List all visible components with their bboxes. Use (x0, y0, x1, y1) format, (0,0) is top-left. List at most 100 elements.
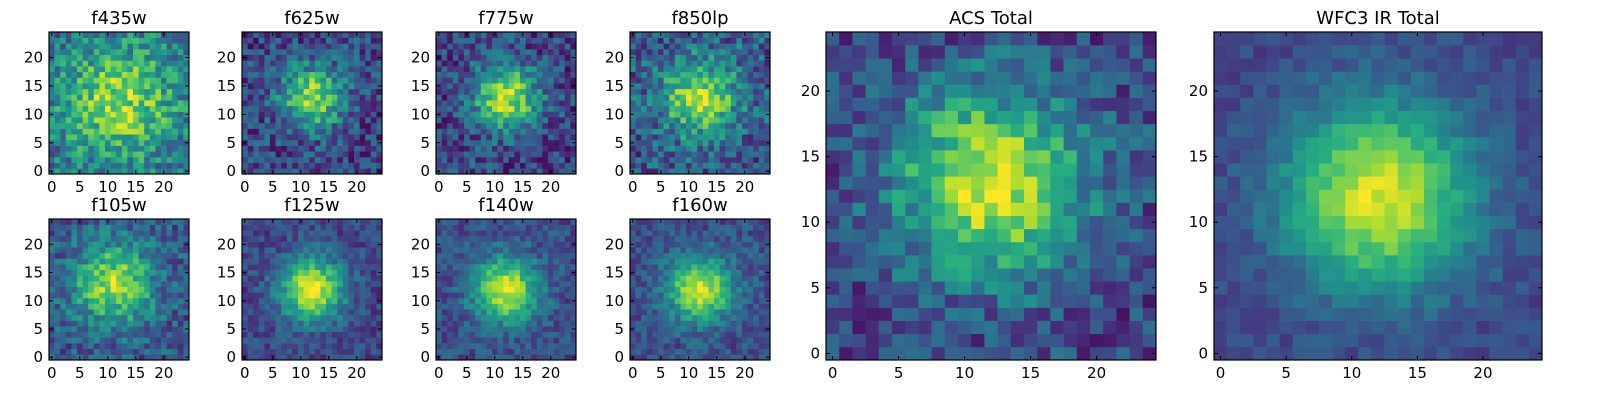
heatmap-cell (1063, 110, 1078, 125)
heatmap-cell (492, 117, 498, 124)
heatmap-cell (892, 32, 906, 46)
heatmap-cell (365, 326, 372, 333)
heatmap-cell (984, 346, 998, 361)
heatmap-cell (730, 111, 737, 118)
heatmap-cell (144, 241, 151, 248)
heatmap-cell (121, 348, 128, 355)
axis-frame-f105w (48, 218, 190, 361)
heatmap-cell (658, 83, 664, 90)
heatmap-cell (183, 309, 190, 316)
heatmap-cell (253, 134, 260, 141)
heatmap-cell (458, 117, 465, 124)
heatmap-cell (971, 58, 985, 72)
heatmap-cell (258, 286, 265, 293)
heatmap-cell (99, 49, 106, 56)
heatmap-cell (177, 43, 184, 50)
heatmap-cell (149, 297, 156, 304)
heatmap-cell (652, 66, 659, 73)
heatmap-cell (1076, 346, 1091, 361)
heatmap-cell (1010, 294, 1025, 308)
heatmap-cell (71, 354, 78, 361)
heatmap-cell (370, 331, 377, 338)
heatmap-cell (286, 151, 293, 158)
heatmap-cell (736, 128, 743, 135)
heatmap-cell (281, 111, 288, 118)
heatmap-cell (536, 83, 543, 90)
heatmap-cell (1116, 84, 1130, 98)
heatmap-cell (553, 286, 560, 293)
heatmap-cell (852, 215, 866, 230)
heatmap-cell (520, 151, 526, 158)
heatmap-cell (559, 88, 566, 95)
heatmap-cell (905, 255, 919, 269)
heatmap-cell (635, 32, 642, 38)
heatmap-cell (281, 219, 288, 225)
heatmap-cell (342, 309, 349, 316)
heatmap-cell (464, 117, 470, 124)
heatmap-cell (105, 252, 111, 259)
heatmap-cell (71, 292, 78, 299)
heatmap-cell (514, 314, 521, 321)
heatmap-cell (370, 320, 377, 327)
heatmap-cell (65, 297, 72, 304)
heatmap-cell (663, 156, 670, 163)
heatmap-cell (635, 168, 642, 175)
heatmap-cell (492, 43, 498, 50)
heatmap-cell (270, 252, 276, 259)
heatmap-cell (242, 37, 248, 44)
heatmap-cell (247, 37, 254, 44)
heatmap-cell (105, 162, 111, 169)
heatmap-cell (331, 337, 338, 344)
heatmap-cell (475, 145, 482, 152)
heatmap-cell (303, 94, 310, 101)
heatmap-cell (292, 258, 299, 265)
heatmap-cell (452, 49, 459, 56)
heatmap-cell (542, 139, 549, 146)
heatmap-cell (503, 60, 510, 67)
heatmap-cell (298, 88, 304, 95)
heatmap-cell (1129, 255, 1144, 269)
heatmap-cell (635, 122, 642, 129)
heatmap-cell (691, 66, 698, 73)
heatmap-cell (155, 219, 162, 225)
heatmap-cell (520, 343, 526, 350)
heatmap-cell (348, 241, 355, 248)
heatmap-cell (281, 269, 288, 276)
heatmap-cell (177, 286, 184, 293)
heatmap-cell (475, 309, 482, 316)
heatmap-cell (480, 320, 487, 327)
heatmap-cell (177, 224, 184, 231)
heatmap-cell (691, 134, 698, 141)
heatmap-cell (646, 94, 653, 101)
heatmap-cell (730, 168, 737, 175)
heatmap-cell (714, 117, 720, 124)
heatmap-cell (155, 224, 162, 231)
heatmap-cell (177, 230, 184, 237)
heatmap-cell (525, 292, 532, 299)
heatmap-cell (82, 71, 89, 78)
heatmap-cell (492, 337, 498, 344)
heatmap-cell (309, 88, 316, 95)
heatmap-cell (492, 77, 498, 84)
heatmap-cell (54, 275, 61, 282)
heatmap-cell (542, 348, 549, 355)
heatmap-cell (997, 202, 1012, 216)
heatmap-cell (725, 134, 732, 141)
heatmap-cell (172, 354, 179, 361)
heatmap-cell (892, 97, 906, 112)
heatmap-cell (161, 151, 167, 158)
heatmap-cell (520, 100, 526, 107)
heatmap-cell (652, 105, 659, 112)
x-tick-label: 5 (656, 178, 666, 196)
heatmap-cell (110, 348, 117, 355)
heatmap-cell (370, 145, 377, 152)
heatmap-cell (183, 94, 190, 101)
heatmap-cell (492, 320, 498, 327)
heatmap-cell (303, 309, 310, 316)
heatmap-cell (520, 162, 526, 169)
heatmap-cell (559, 326, 566, 333)
heatmap-cell (559, 54, 566, 61)
heatmap-cell (826, 228, 840, 243)
heatmap-cell (376, 32, 383, 38)
heatmap-cell (93, 247, 100, 254)
